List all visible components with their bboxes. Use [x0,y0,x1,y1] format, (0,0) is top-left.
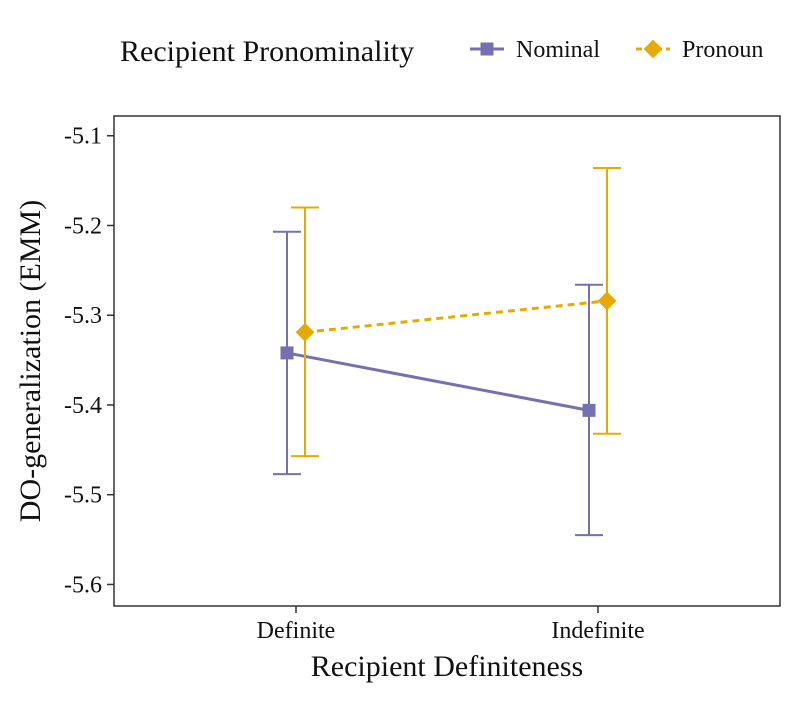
x-axis-label: Recipient Definiteness [311,650,583,683]
legend-key-marker [480,42,494,56]
y-tick-label: -5.1 [64,124,102,150]
y-tick-label: -5.4 [64,393,102,419]
x-tick-label: Definite [257,618,336,644]
series-line [304,299,608,334]
plot-panel [113,115,781,607]
data-point [597,291,617,311]
data-point [295,322,315,342]
series-layer [273,167,621,537]
legend-label: Pronoun [682,37,763,63]
x-axis: Definite Indefinite [257,606,645,644]
y-axis-label: DO-generalization (EMM) [14,200,47,522]
data-point [582,403,596,417]
data-point [280,346,294,360]
plot-area: -5.1 -5.2 -5.3 -5.4 -5.5 -5.6 Definite Indefin… [64,115,781,644]
legend-item-nominal: Nominal [470,37,600,63]
legend: Recipient Pronominality Nominal Pronoun [120,35,763,68]
legend-items: Nominal Pronoun [470,37,763,63]
y-tick-label: -5.3 [64,303,102,329]
legend-item-pronoun: Pronoun [636,37,763,63]
x-tick-label: Indefinite [551,618,644,644]
series-line [286,351,590,412]
legend-title: Recipient Pronominality [120,35,414,68]
legend-key-marker [643,39,663,59]
y-tick-label: -5.2 [64,213,102,239]
series-nominal [273,230,603,537]
legend-label: Nominal [516,37,600,63]
series-pronoun [291,167,621,458]
y-tick-label: -5.5 [64,483,102,509]
y-tick-label: -5.6 [64,572,102,598]
y-axis: -5.1 -5.2 -5.3 -5.4 -5.5 -5.6 [64,124,114,598]
